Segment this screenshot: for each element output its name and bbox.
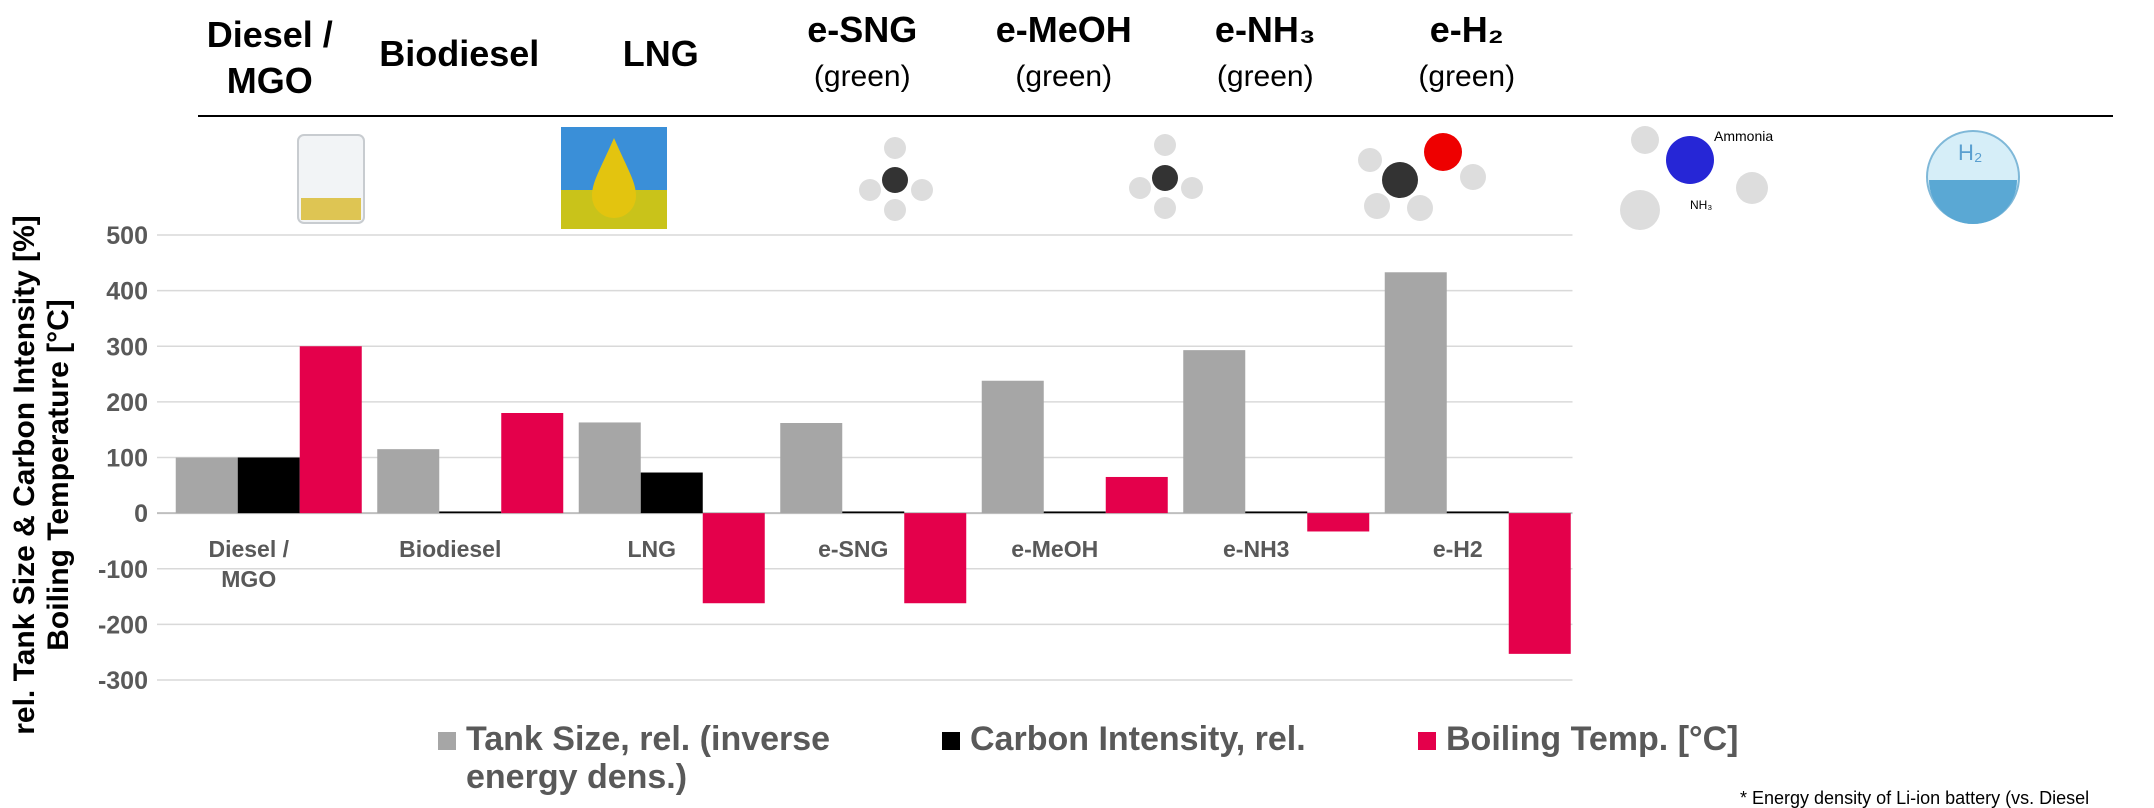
icon-label: H₂ xyxy=(1958,140,1982,166)
bar xyxy=(1106,477,1168,513)
legend-label: Carbon Intensity, rel. xyxy=(970,720,1306,758)
y-axis-label: Boiling Temperature [°C] xyxy=(42,299,75,650)
header-title: Biodiesel xyxy=(369,34,549,74)
x-tick-label: e-H2 xyxy=(1398,534,1518,564)
icon-beaker xyxy=(298,135,364,223)
bar xyxy=(377,449,439,513)
legend-label: Tank Size, rel. (inverse energy dens.) xyxy=(466,720,886,796)
x-tick-label: Biodiesel xyxy=(390,534,510,564)
header-title: LNG xyxy=(571,34,751,74)
y-tick-label: -300 xyxy=(98,667,148,695)
bar xyxy=(780,423,842,513)
y-tick-label: -200 xyxy=(98,611,148,639)
bar xyxy=(1307,513,1369,531)
bar xyxy=(1509,513,1571,654)
legend-swatch xyxy=(942,732,960,750)
bar xyxy=(300,346,362,513)
x-tick-label: e-NH3 xyxy=(1196,534,1316,564)
header-subtitle: (green) xyxy=(974,60,1154,94)
y-tick-label: 400 xyxy=(106,278,148,306)
x-tick-label: e-SNG xyxy=(793,534,913,564)
page: rel. Tank Size & Carbon Intensity [%]Boi… xyxy=(0,0,2154,808)
y-axis-label: rel. Tank Size & Carbon Intensity [%] xyxy=(8,215,41,735)
header-subtitle: (green) xyxy=(1377,60,1557,94)
x-tick-label: e-MeOH xyxy=(995,534,1115,564)
x-tick-label: LNG xyxy=(592,534,712,564)
icon-drop xyxy=(561,127,667,229)
icon-label: Ammonia xyxy=(1714,128,1773,144)
bar xyxy=(176,458,238,514)
header-title: e-SNG xyxy=(772,10,952,50)
icon-label: NH₃ xyxy=(1690,198,1712,212)
bar xyxy=(439,511,501,513)
header-title: e-H₂ xyxy=(1377,10,1557,50)
header-subtitle: (green) xyxy=(772,60,952,94)
bar xyxy=(1245,511,1307,513)
icon-methane xyxy=(859,137,933,221)
bar xyxy=(1044,511,1106,513)
legend-swatch xyxy=(1418,732,1436,750)
bar xyxy=(1447,511,1509,513)
bar xyxy=(501,413,563,513)
y-tick-label: 100 xyxy=(106,445,148,473)
header-subtitle: (green) xyxy=(1175,60,1355,94)
bar xyxy=(1385,272,1447,513)
y-tick-label: -100 xyxy=(98,556,148,584)
header-title: e-MeOH xyxy=(974,10,1154,50)
legend-label: Boiling Temp. [°C] xyxy=(1446,720,1739,758)
bar xyxy=(904,513,966,603)
bar xyxy=(641,473,703,514)
bar xyxy=(703,513,765,603)
bar xyxy=(238,458,300,514)
icon-methane xyxy=(1129,134,1203,219)
x-tick-label: Diesel / MGO xyxy=(189,534,309,594)
bar xyxy=(982,381,1044,513)
y-tick-label: 500 xyxy=(106,222,148,250)
bar xyxy=(579,422,641,513)
y-tick-label: 300 xyxy=(106,333,148,361)
chart: rel. Tank Size & Carbon Intensity [%]Boi… xyxy=(0,0,2154,808)
bar xyxy=(842,511,904,513)
icon-methanol xyxy=(1358,133,1486,221)
y-tick-label: 200 xyxy=(106,389,148,417)
bar xyxy=(1183,350,1245,513)
header-title: e-NH₃ xyxy=(1175,10,1355,50)
header-title: Diesel / MGO xyxy=(195,12,345,104)
y-tick-label: 0 xyxy=(134,500,148,528)
legend-swatch xyxy=(438,732,456,750)
footnote: * Energy density of Li-ion battery (vs. … xyxy=(1740,788,2089,808)
